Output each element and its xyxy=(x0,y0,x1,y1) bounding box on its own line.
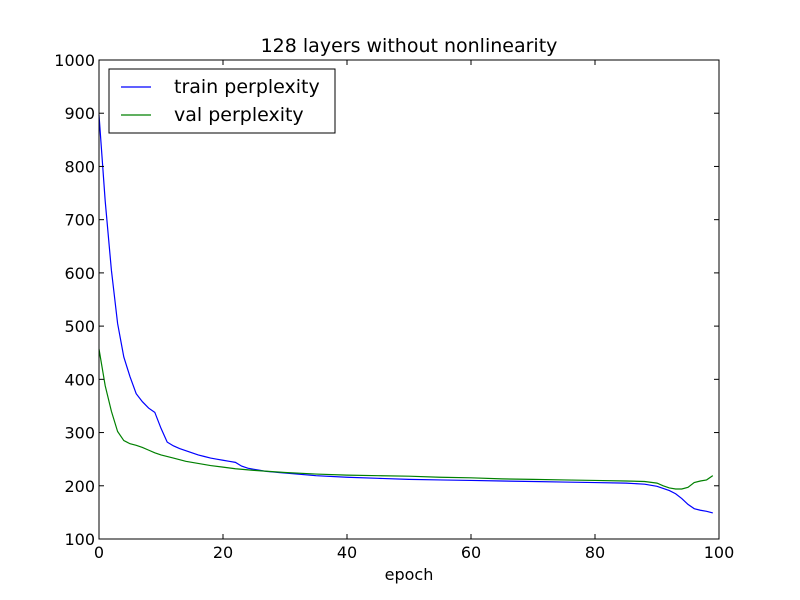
y-tick-label: 700 xyxy=(64,211,95,230)
y-tick-label: 200 xyxy=(64,477,95,496)
x-tick-label: 100 xyxy=(704,543,735,562)
ticks-layer xyxy=(98,59,720,540)
x-tick-label: 60 xyxy=(461,543,481,562)
y-tick-label: 1000 xyxy=(54,51,95,70)
x-tick-label: 0 xyxy=(94,543,104,562)
y-tick-label: 400 xyxy=(64,370,95,389)
x-tick-labels: 0 20 40 60 80 100 xyxy=(94,543,734,562)
chart-title: 128 layers without nonlinearity xyxy=(261,35,558,57)
x-tick-label: 20 xyxy=(213,543,233,562)
plot-area xyxy=(98,59,720,540)
legend: train perplexity val perplexity xyxy=(108,68,336,134)
x-tick-label: 80 xyxy=(585,543,605,562)
legend-entries: train perplexity val perplexity xyxy=(121,76,320,126)
series-line-train-perplexity xyxy=(98,114,713,514)
legend-label: train perplexity xyxy=(174,76,320,98)
series-layer xyxy=(98,114,714,514)
y-tick-label: 900 xyxy=(64,104,95,123)
series-line-val-perplexity xyxy=(98,348,714,490)
y-tick-labels: 100 200 300 400 500 600 700 800 900 1000 xyxy=(54,51,95,549)
y-tick-label: 500 xyxy=(64,317,95,336)
y-tick-label: 100 xyxy=(64,530,95,549)
legend-label: val perplexity xyxy=(174,104,304,126)
plot-frame xyxy=(98,59,720,540)
y-tick-label: 300 xyxy=(64,424,95,443)
y-tick-label: 600 xyxy=(64,264,95,283)
plot-background xyxy=(99,60,719,539)
legend-box xyxy=(108,68,336,134)
x-axis-label: epoch xyxy=(385,565,434,584)
x-tick-label: 40 xyxy=(337,543,357,562)
y-tick-label: 800 xyxy=(64,157,95,176)
